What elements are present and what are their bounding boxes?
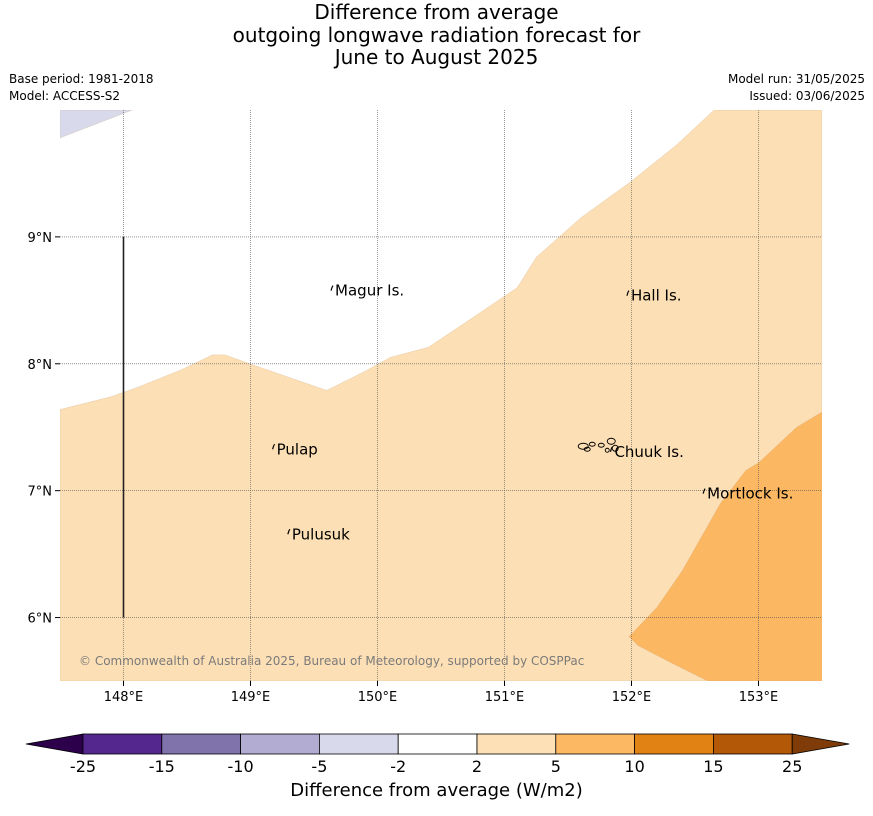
place-label: Pulusuk [292,525,350,543]
title-line-1: Difference from average [314,0,559,24]
place-label: Hall Is. [631,287,682,305]
copyright-note: © Commonwealth of Australia 2025, Bureau… [79,654,584,668]
model-run-text: Model run: 31/05/2025 [727,72,865,86]
islet-icon [604,447,610,453]
colorbar-tick-label: -2 [390,757,406,776]
issued-text: Issued: 03/06/2025 [749,89,865,103]
lat-tick-label: 8°N [28,358,53,373]
colorbar-label: Difference from average (W/m2) [290,780,583,801]
anomaly-region-minus-5-to-minus-2 [60,110,133,139]
islet-icon [611,444,619,452]
base-period-info: Base period: 1981-2018 Model: ACCESS-S2 [9,71,154,105]
title-line-3: June to August 2025 [334,45,539,69]
island-outline-icon [287,528,291,535]
model-text: Model: ACCESS-S2 [9,89,121,103]
place-label: Magur Is. [335,282,404,300]
islet-icon [583,446,591,452]
island-outline-icon [272,443,276,450]
colorbar-high-extend [791,733,850,755]
colorbar-segment [240,733,320,755]
colorbar-segment [555,733,635,755]
lon-tick-label: 151°E [485,690,525,705]
colorbar-low-extend [25,733,84,755]
colorbar-tick-label: 25 [782,757,802,776]
title-line-2: outgoing longwave radiation forecast for [232,22,641,47]
model-run-info: Model run: 31/05/2025 Issued: 03/06/2025 [728,71,865,105]
colorbar-tick-label: -5 [311,757,327,776]
colorbar-segment [318,733,399,755]
colorbar-tick-label: -10 [228,757,254,776]
colorbar-segment [476,733,557,755]
colorbar: -25 -15 -10 -5 -2 2 5 10 15 25 [25,733,850,776]
colorbar-tick-label: -25 [70,757,96,776]
anomaly-region-5-to-10 [628,411,822,681]
lon-tick-label: 148°E [104,690,144,705]
colorbar-segment [82,733,163,755]
place-label: Mortlock Is. [707,485,793,503]
colorbar-tick-label: -15 [149,757,175,776]
islet-icon [606,437,616,445]
colorbar-tick-label: 5 [551,757,561,776]
colorbar-tick-label: 10 [624,757,644,776]
island-outline-icon [626,290,630,296]
place-label: Pulap [277,440,318,458]
colorbar-segment [713,733,793,755]
map-plot-area: Magur Is. Hall Is. Pulap Chuuk Is. Mortlock … [60,110,822,681]
islet-icon [588,441,596,447]
colorbar-tick-label: 2 [472,757,482,776]
island-outline-icon [702,488,706,494]
lon-tick-label: 153°E [739,690,779,705]
colorbar-tick-label: 15 [703,757,723,776]
lat-tick-label: 9°N [28,231,53,246]
colorbar-segment [634,733,714,755]
islet-icon [597,442,605,448]
island-outline-icon [330,285,334,291]
base-period-text: Base period: 1981-2018 [9,72,154,86]
chart-title: Difference from average outgoing longwav… [0,1,873,69]
lon-tick-label: 150°E [358,690,398,705]
colorbar-segment [161,733,242,755]
lon-tick-label: 149°E [231,690,271,705]
lon-tick-label: 152°E [612,690,652,705]
colorbar-segment [397,733,478,755]
lat-tick-label: 6°N [28,612,53,627]
place-label: Chuuk Is. [614,443,683,461]
lat-tick-label: 7°N [28,485,53,500]
islet-icon [577,442,589,450]
